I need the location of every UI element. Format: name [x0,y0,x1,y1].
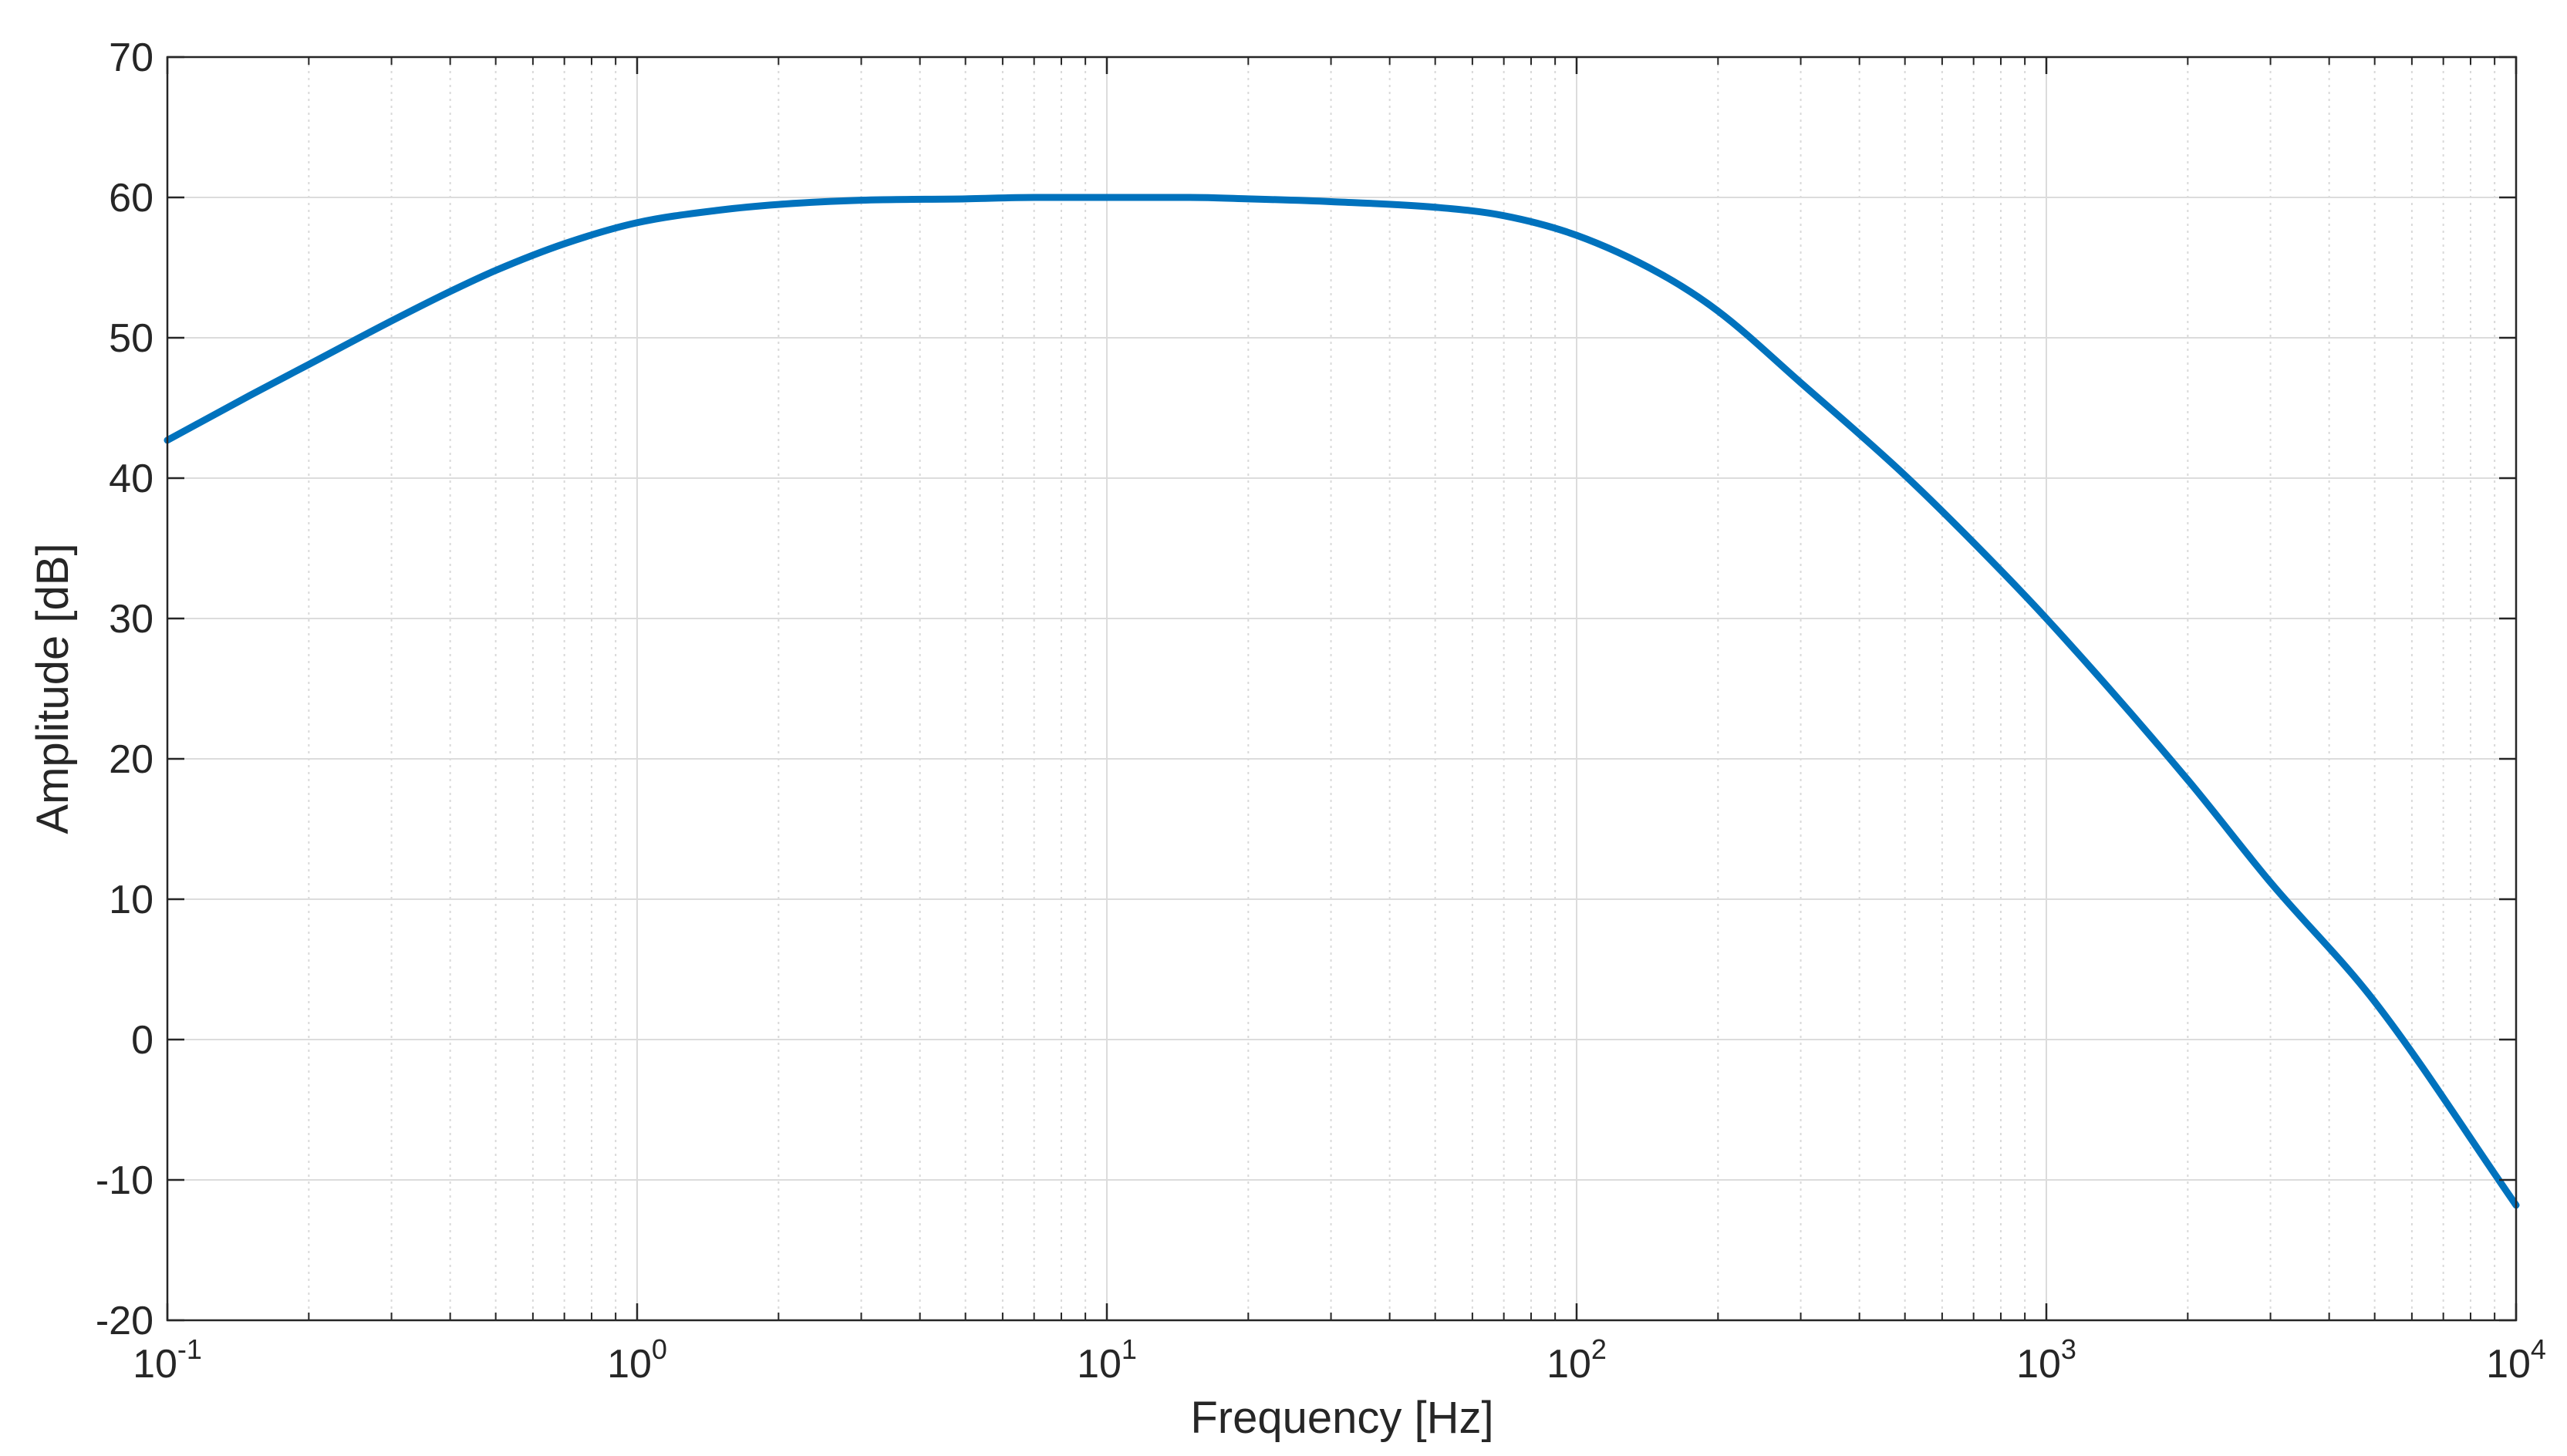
y-tick-label: 70 [109,35,153,80]
x-tick-exponent: 4 [2531,1333,2546,1365]
x-tick-label: 100 [607,1333,667,1387]
x-tick-label: 101 [1077,1333,1137,1387]
series-layer [164,194,2520,1209]
y-tick-label: 10 [109,878,153,922]
x-tick-label: 104 [2486,1333,2546,1387]
y-tick-label: 20 [109,737,153,782]
x-tick-exponent: 1 [1122,1333,1137,1365]
x-tick-base: 10 [607,1342,652,1387]
y-tick-label: -20 [96,1299,153,1343]
minor-grid [308,57,2496,1320]
plot-area [167,57,2516,1320]
series-line-amplitude [164,194,2520,1209]
y-tick-label: 30 [109,597,153,642]
y-axis-label: Amplitude [dB] [28,543,78,834]
plot-frame [166,56,2518,1322]
x-tick-base: 10 [1077,1342,1122,1387]
x-tick-base: 10 [2016,1342,2061,1387]
x-tick-label: 10-1 [133,1333,202,1387]
y-tick-label: 60 [109,176,153,221]
x-tick-exponent: -1 [177,1333,202,1365]
y-tick-label: 40 [109,457,153,501]
x-tick-exponent: 0 [652,1333,667,1365]
x-tick-label: 102 [1547,1333,1607,1387]
y-tick-label: -10 [96,1158,153,1203]
y-tick-label: 0 [131,1018,153,1063]
x-tick-exponent: 2 [1591,1333,1607,1365]
x-tick-base: 10 [1547,1342,1591,1387]
y-tick-labels: -20 -10 0 10 20 30 40 50 60 70 [96,35,153,1343]
x-tick-label: 103 [2016,1333,2076,1387]
x-tick-labels: 10-1 100 101 102 103 104 [133,1333,2546,1387]
x-axis-label: Frequency [Hz] [1190,1393,1493,1443]
tick-marks [166,56,2518,1322]
x-tick-exponent: 3 [2061,1333,2076,1365]
y-tick-label: 50 [109,316,153,361]
x-tick-base: 10 [133,1342,177,1387]
x-tick-base: 10 [2486,1342,2531,1387]
